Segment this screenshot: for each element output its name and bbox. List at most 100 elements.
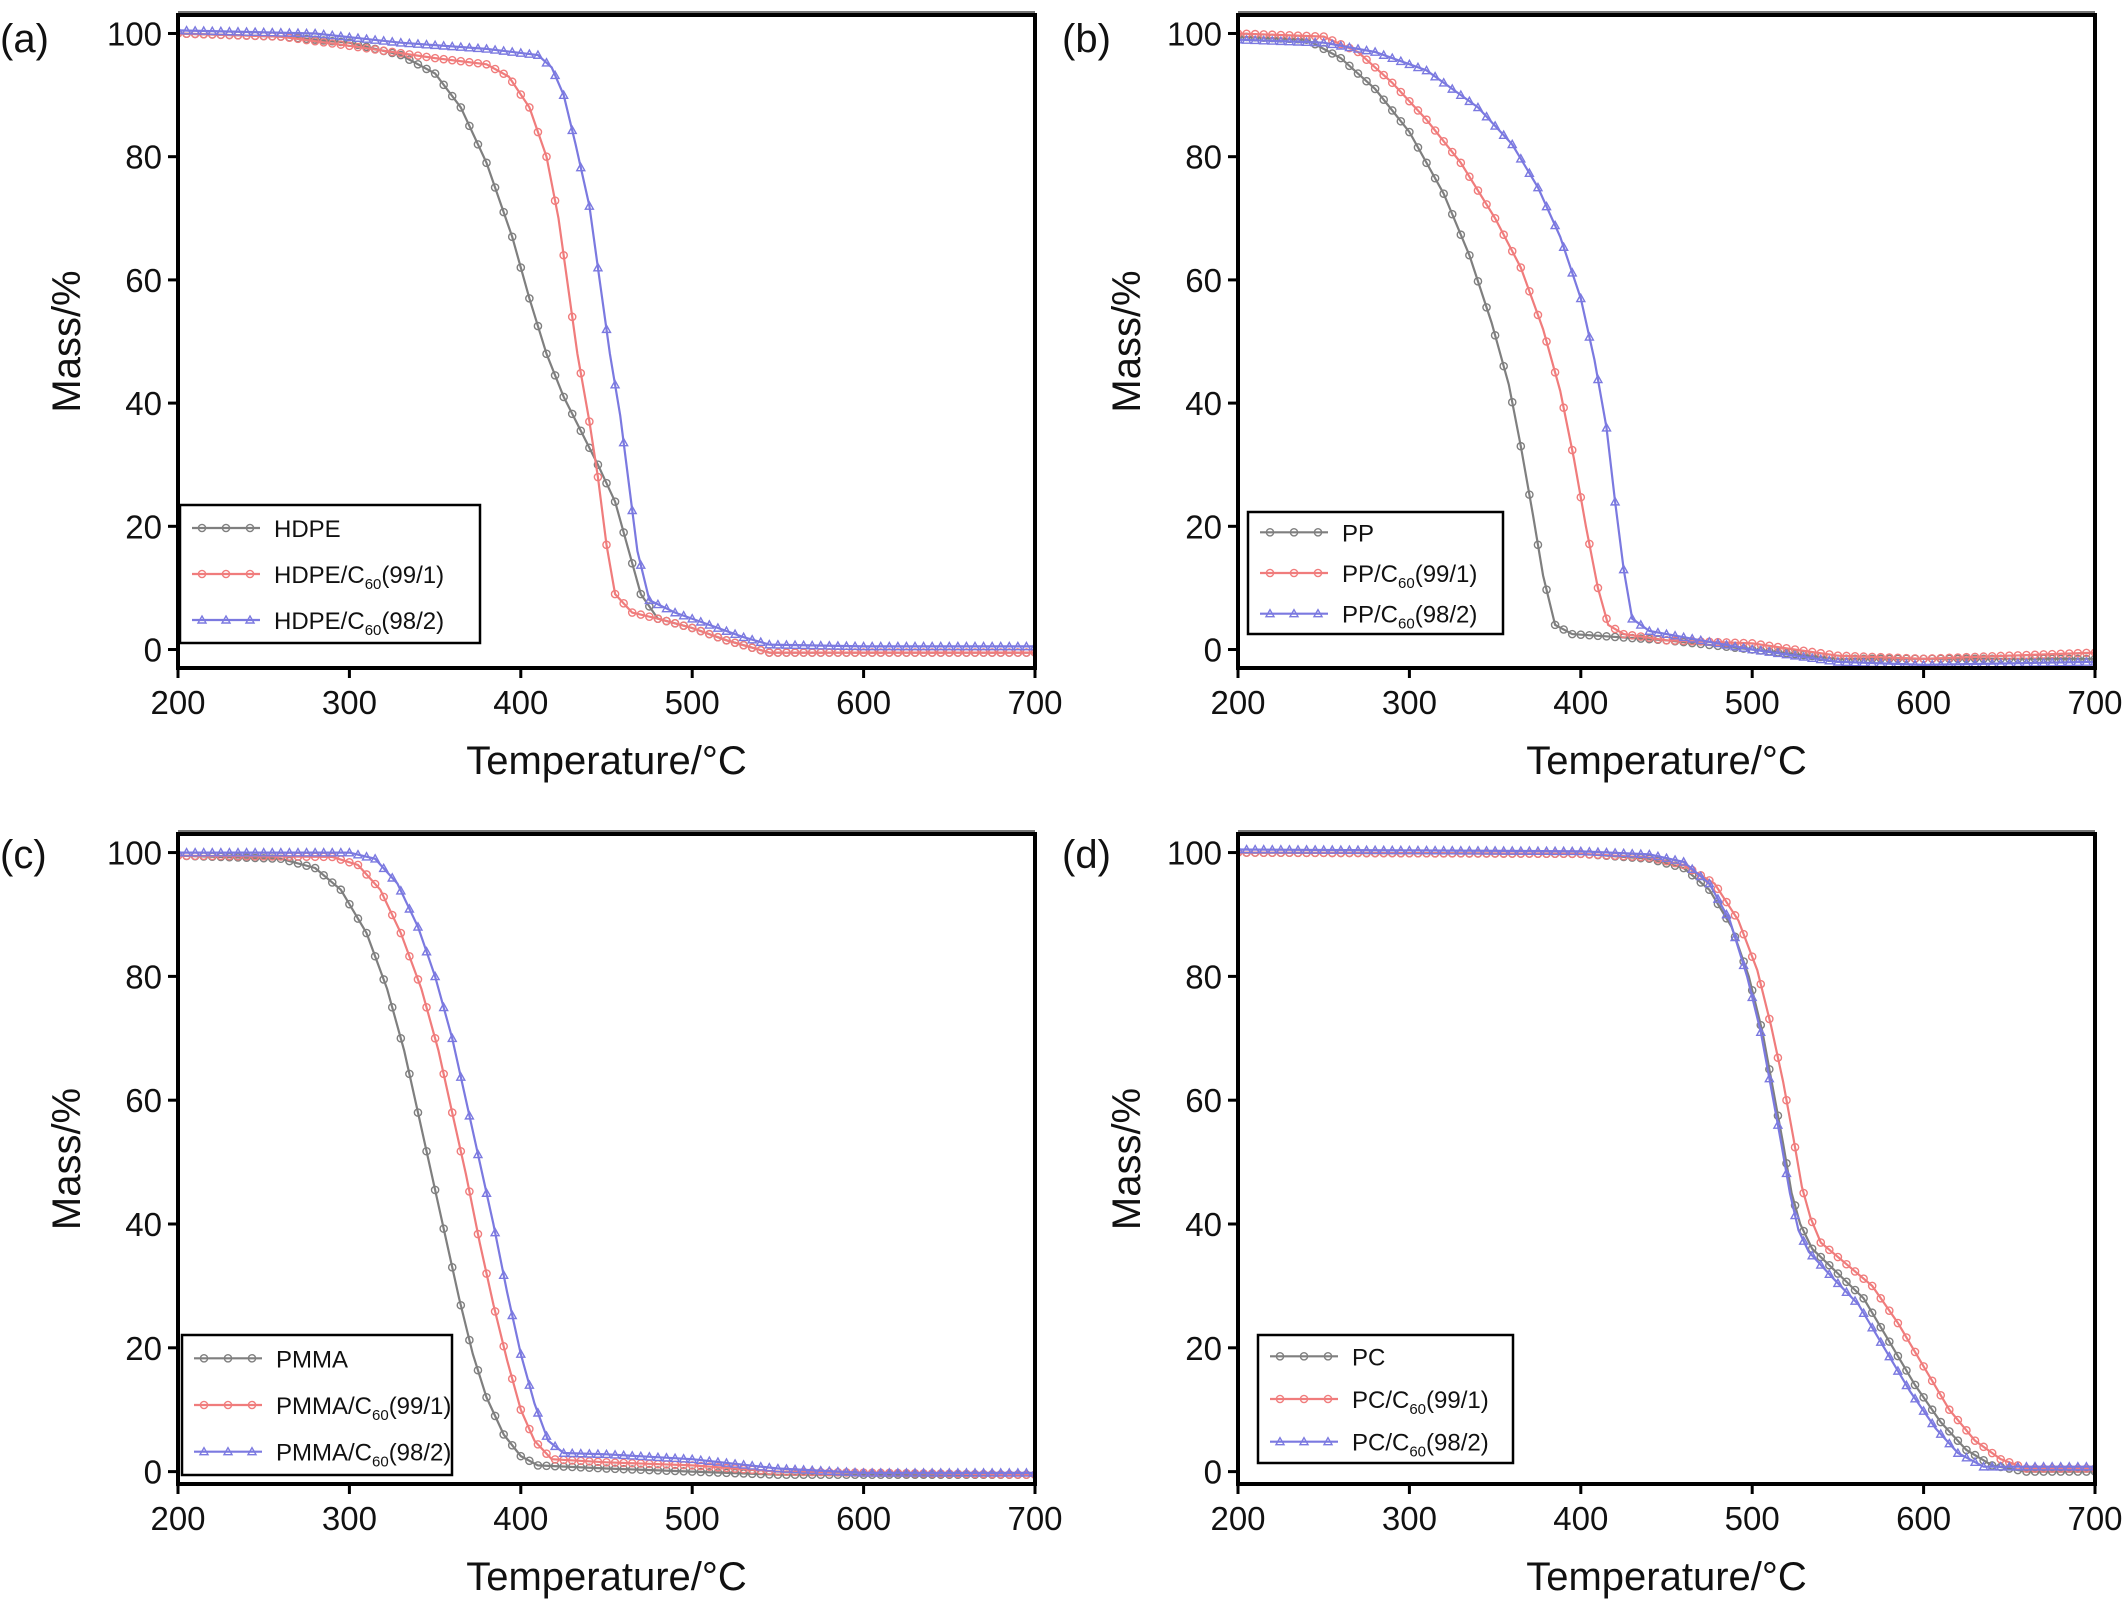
series-marker xyxy=(1704,636,1715,646)
series-marker xyxy=(1978,1461,1989,1471)
series-marker xyxy=(370,45,380,54)
series-marker xyxy=(1421,845,1432,855)
series-marker xyxy=(1867,1281,1877,1291)
series-marker xyxy=(1241,34,1252,44)
y-tick-label: 40 xyxy=(125,1206,162,1243)
series-marker xyxy=(1798,1235,1809,1245)
y-tick-label: 100 xyxy=(107,15,162,52)
series-marker xyxy=(576,368,586,378)
series-marker xyxy=(1292,36,1304,46)
series-marker xyxy=(292,27,304,37)
series-marker xyxy=(1490,331,1500,340)
series-marker xyxy=(2012,1461,2024,1471)
y-tick-label: 80 xyxy=(125,958,162,995)
series-marker xyxy=(661,1452,672,1462)
series-marker xyxy=(1430,173,1440,183)
x-axis-title: Temperature/°C xyxy=(466,739,747,783)
series-marker xyxy=(739,640,748,650)
series-marker xyxy=(1841,656,1852,667)
series-marker xyxy=(1447,845,1458,855)
series-marker xyxy=(1789,650,1801,660)
series-marker xyxy=(593,1463,603,1473)
series-marker xyxy=(447,1032,458,1043)
series-line-0 xyxy=(178,854,1035,1476)
legend-label-base: PP xyxy=(1342,520,1374,547)
series-marker xyxy=(1756,979,1766,989)
series-marker xyxy=(1824,1268,1835,1279)
legend-marker xyxy=(1322,1436,1334,1446)
series-marker xyxy=(1258,844,1269,854)
legend-label-subscript: 60 xyxy=(365,576,382,593)
series-marker xyxy=(806,639,818,650)
series-marker xyxy=(490,64,500,74)
series-marker xyxy=(1866,1322,1878,1332)
series-marker xyxy=(644,1451,655,1461)
series-marker xyxy=(465,1335,474,1345)
series-marker xyxy=(1825,1245,1834,1255)
series-marker xyxy=(430,1185,440,1195)
series-marker xyxy=(995,1467,1006,1477)
series-marker xyxy=(1807,1250,1818,1260)
series-marker xyxy=(567,409,577,419)
series-marker xyxy=(507,1309,518,1320)
series-marker xyxy=(1627,613,1638,623)
series-marker xyxy=(1473,186,1483,195)
series-marker xyxy=(1926,1417,1938,1428)
series-marker xyxy=(1284,36,1295,46)
legend-marker xyxy=(1265,568,1275,578)
curves xyxy=(1238,29,2095,668)
series-marker xyxy=(429,39,441,50)
series-marker xyxy=(669,1452,681,1463)
series-marker xyxy=(961,640,972,651)
series-marker xyxy=(1532,182,1544,192)
series-marker xyxy=(1481,111,1492,121)
series-marker xyxy=(1447,147,1457,157)
panel-b: (b) 200 300 400 500 600 700 0 20 40 60 80 100 Tempera… xyxy=(1062,11,2123,783)
y-tick-label: 100 xyxy=(1167,15,1222,52)
series-marker xyxy=(1661,852,1672,863)
series-marker xyxy=(559,392,568,402)
series-marker xyxy=(207,25,218,36)
series-marker xyxy=(576,426,586,436)
legend-marker xyxy=(1288,608,1300,618)
series-marker xyxy=(1807,1217,1817,1227)
series-marker xyxy=(1884,1351,1895,1361)
series-marker xyxy=(396,1033,406,1043)
series-marker xyxy=(1850,1267,1860,1276)
series-marker xyxy=(2046,1461,2058,1471)
legend-marker xyxy=(196,614,208,624)
series-marker xyxy=(1738,959,1749,970)
series-marker xyxy=(1369,844,1381,855)
series-marker xyxy=(439,80,448,90)
series-marker xyxy=(1472,101,1484,112)
series-marker xyxy=(1695,870,1706,881)
series-marker xyxy=(635,1450,646,1461)
series-marker xyxy=(455,1071,466,1081)
series-marker xyxy=(524,1379,535,1389)
legend-label-suffix: (98/2) xyxy=(381,608,444,635)
series-marker xyxy=(345,857,354,867)
series-marker xyxy=(1387,106,1397,115)
series-marker xyxy=(1550,368,1560,377)
series-marker xyxy=(772,639,784,649)
series-marker xyxy=(335,847,347,857)
legend-label-base: PP/C xyxy=(1342,561,1398,588)
series-marker xyxy=(1361,844,1372,855)
series-marker xyxy=(952,1467,964,1477)
series-marker xyxy=(438,1001,449,1012)
series-marker xyxy=(1379,95,1388,105)
series-marker xyxy=(1859,1293,1868,1303)
series-marker xyxy=(1472,845,1484,855)
series-marker xyxy=(489,44,501,54)
series-marker xyxy=(1370,63,1380,72)
series-line-2 xyxy=(1238,848,2095,1468)
series-marker xyxy=(635,559,646,569)
series-marker xyxy=(636,589,646,599)
series-marker xyxy=(396,48,406,58)
series-marker xyxy=(1781,649,1792,659)
series-marker xyxy=(1335,844,1347,854)
series-marker xyxy=(439,1069,448,1079)
series-marker xyxy=(473,140,483,149)
series-marker xyxy=(1944,1438,1955,1448)
y-tick-label: 40 xyxy=(125,385,162,422)
